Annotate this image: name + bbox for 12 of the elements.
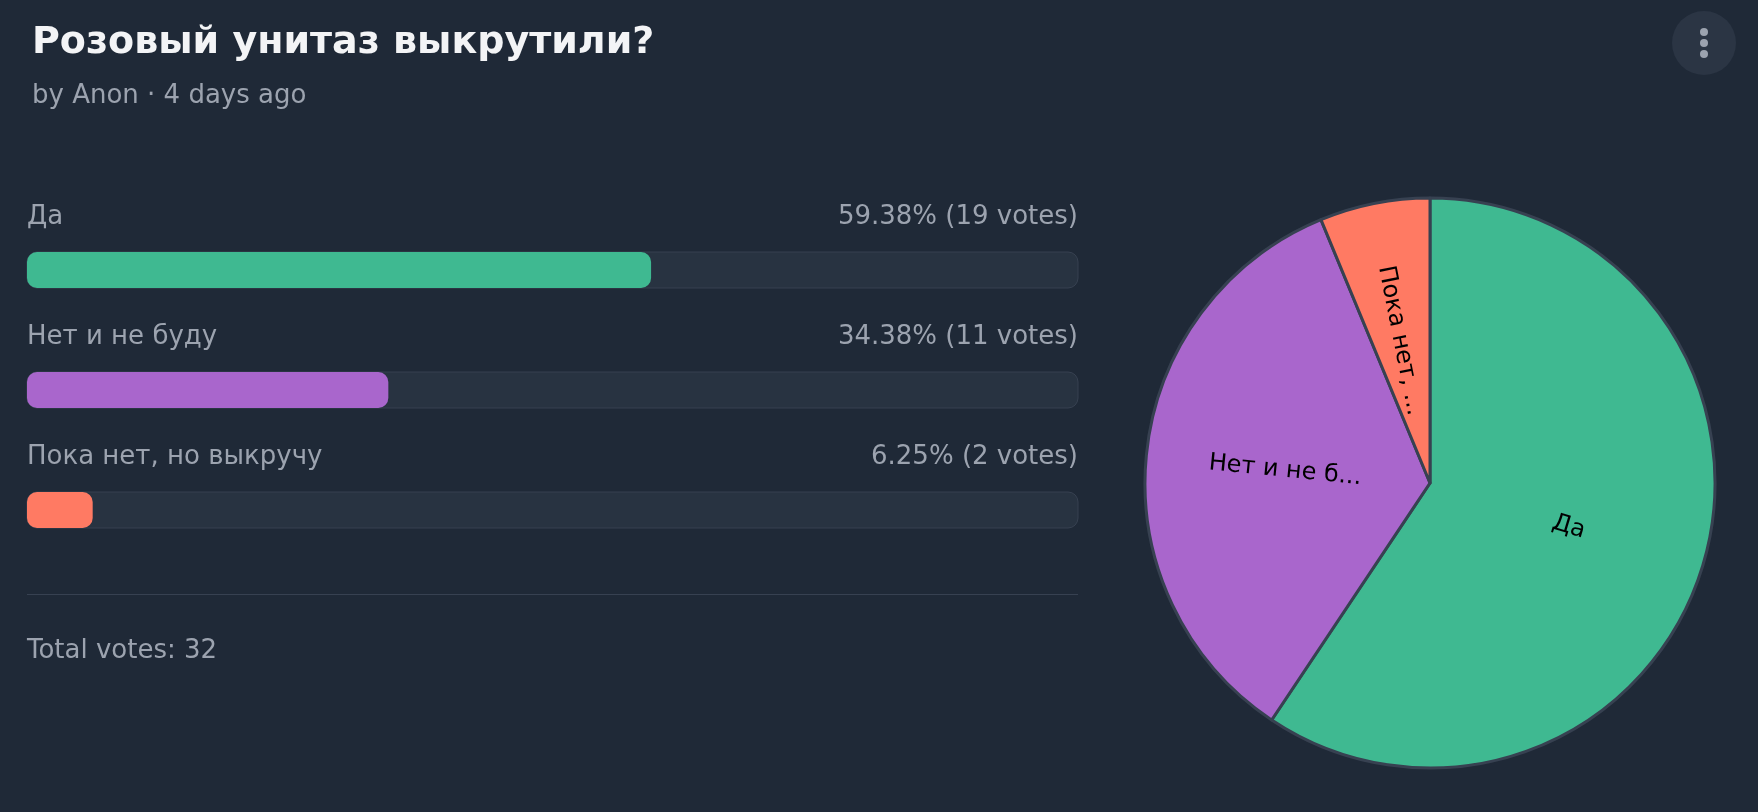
- data-label: 59.38% (19 votes): [837, 200, 1079, 230]
- slice-label: Пока нет, ...: [1373, 262, 1431, 418]
- y-tick-label: Нет и не буду: [27, 320, 218, 350]
- chart-subtitle: by Anon · 4 days ago: [32, 79, 307, 109]
- y-tick-label: Пока нет, но выкручу: [27, 440, 323, 470]
- data-label: 34.38% (11 votes): [837, 320, 1079, 350]
- text: Total votes: 32: [27, 634, 218, 664]
- data-label: 6.25% (2 votes): [871, 440, 1078, 470]
- y-tick-label: Да: [27, 200, 64, 230]
- chart-title: Розовый унитаз выкрутили?: [32, 18, 655, 62]
- slice-label: Нет и не б...: [1207, 447, 1363, 491]
- slice-label: Да: [1549, 506, 1590, 544]
